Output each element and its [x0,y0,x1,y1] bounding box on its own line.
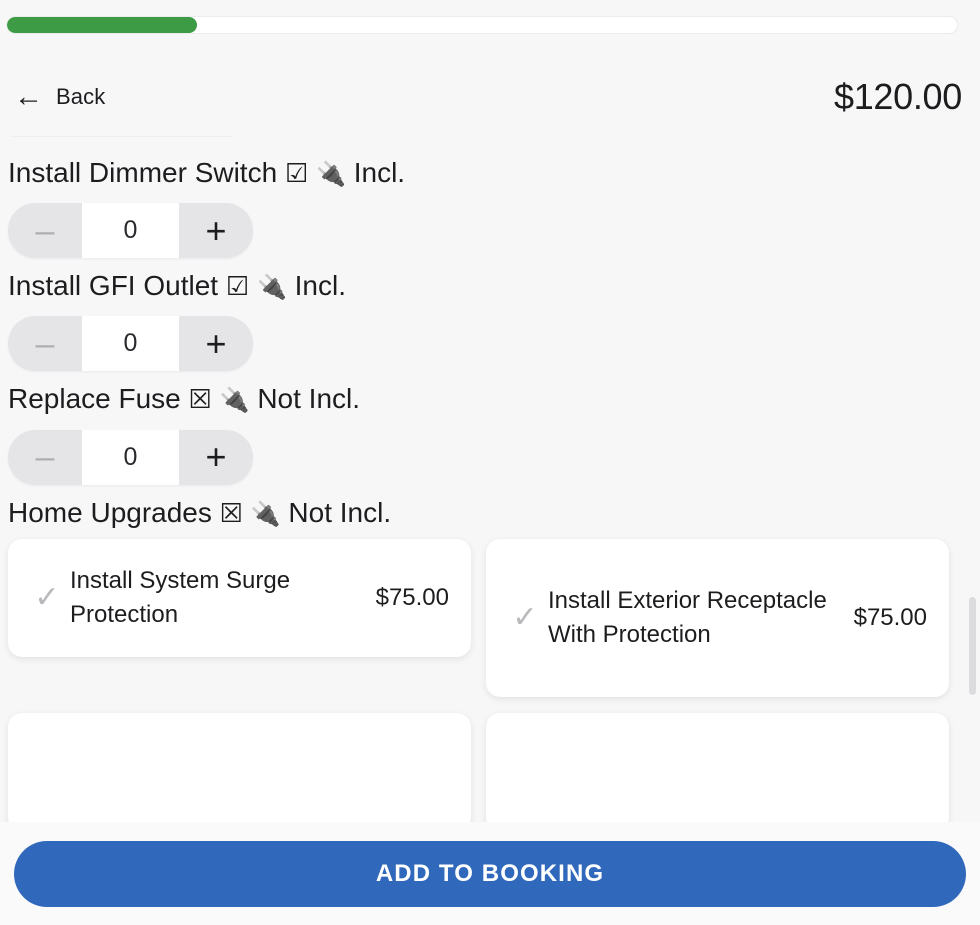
upgrade-cards-row-partial [0,697,980,825]
upgrade-card-name: Install Exterior Receptacle With Protect… [548,586,827,648]
total-price: $120.00 [833,76,962,117]
quantity-stepper[interactable]: – 0 + [8,203,253,259]
option-block-gfi-outlet: Install GFI Outlet ☑ 🔌 Incl. – 0 + [0,258,980,372]
upgrade-cards-row: ✓ Install System Surge Protection $75.00… [0,529,980,697]
quantity-stepper[interactable]: – 0 + [8,316,253,372]
stepper-increment-button[interactable]: + [179,316,253,371]
stepper-value: 0 [82,316,179,372]
scrollbar-thumb[interactable] [969,597,976,695]
header-divider [10,136,232,137]
progress-bar-fill [7,17,197,33]
check-icon: ✓ [34,580,60,614]
scrollbar-track[interactable] [969,150,978,822]
add-to-booking-button[interactable]: ADD TO BOOKING [14,840,966,907]
stepper-value: 0 [82,203,179,259]
stepper-decrement-button[interactable]: – [8,316,82,371]
option-block-dimmer-switch: Install Dimmer Switch ☑ 🔌 Incl. – 0 + [0,145,980,259]
stepper-decrement-button[interactable]: – [8,430,82,485]
back-button-label: Back [56,84,106,109]
stepper-decrement-button[interactable]: – [8,203,82,258]
option-title-row: Install GFI Outlet ☑ 🔌 Incl. [8,258,972,302]
quantity-stepper[interactable]: – 0 + [8,429,253,485]
option-label: Install Dimmer Switch [8,157,278,188]
option-label: Home Upgrades [8,496,212,528]
option-title-row: Replace Fuse ☒ 🔌 Not Incl. [8,371,972,415]
checkbox-checked-icon: ☑ [225,271,250,302]
back-button[interactable]: ← Back [10,81,109,114]
check-icon: ✓ [512,600,538,634]
upgrade-card-name: Install System Surge Protection [70,566,291,628]
upgrade-card[interactable] [486,712,949,825]
plug-icon: 🔌 [316,161,346,188]
option-inclusion-text: Incl. [353,157,406,188]
header: ← Back $120.00 [0,68,980,126]
option-inclusion-text: Not Incl. [257,383,361,415]
upgrade-card-price: $75.00 [375,583,449,611]
stepper-value: 0 [82,429,179,485]
options-scroll-area[interactable]: Install Dimmer Switch ☑ 🔌 Incl. – 0 + In… [0,145,980,825]
upgrade-card[interactable]: ✓ Install Exterior Receptacle With Prote… [486,538,949,697]
plug-icon: 🔌 [250,500,281,528]
upgrade-card[interactable] [8,712,471,825]
option-label: Install GFI Outlet [8,270,219,302]
option-block-home-upgrades: Home Upgrades ☒ 🔌 Not Incl. [0,485,980,529]
progress-bar [6,16,958,34]
stepper-increment-button[interactable]: + [179,203,253,258]
option-title-row: Home Upgrades ☒ 🔌 Not Incl. [8,485,972,529]
checkbox-crossed-icon: ☒ [219,497,243,528]
stepper-increment-button[interactable]: + [179,430,253,485]
option-inclusion-text: Not Incl. [288,496,392,528]
option-label: Replace Fuse [8,383,181,415]
plug-icon: 🔌 [219,387,250,415]
upgrade-card-price: $75.00 [853,603,927,631]
option-inclusion-text: Incl. [294,270,346,302]
checkbox-crossed-icon: ☒ [188,384,212,415]
plug-icon: 🔌 [256,274,287,302]
option-block-replace-fuse: Replace Fuse ☒ 🔌 Not Incl. – 0 + [0,371,980,485]
checkbox-checked-icon: ☑ [284,158,309,188]
arrow-left-icon: ← [14,80,43,113]
option-title-row: Install Dimmer Switch ☑ 🔌 Incl. [8,145,972,189]
upgrade-card[interactable]: ✓ Install System Surge Protection $75.00 [8,538,471,657]
footer: ADD TO BOOKING [0,822,980,925]
